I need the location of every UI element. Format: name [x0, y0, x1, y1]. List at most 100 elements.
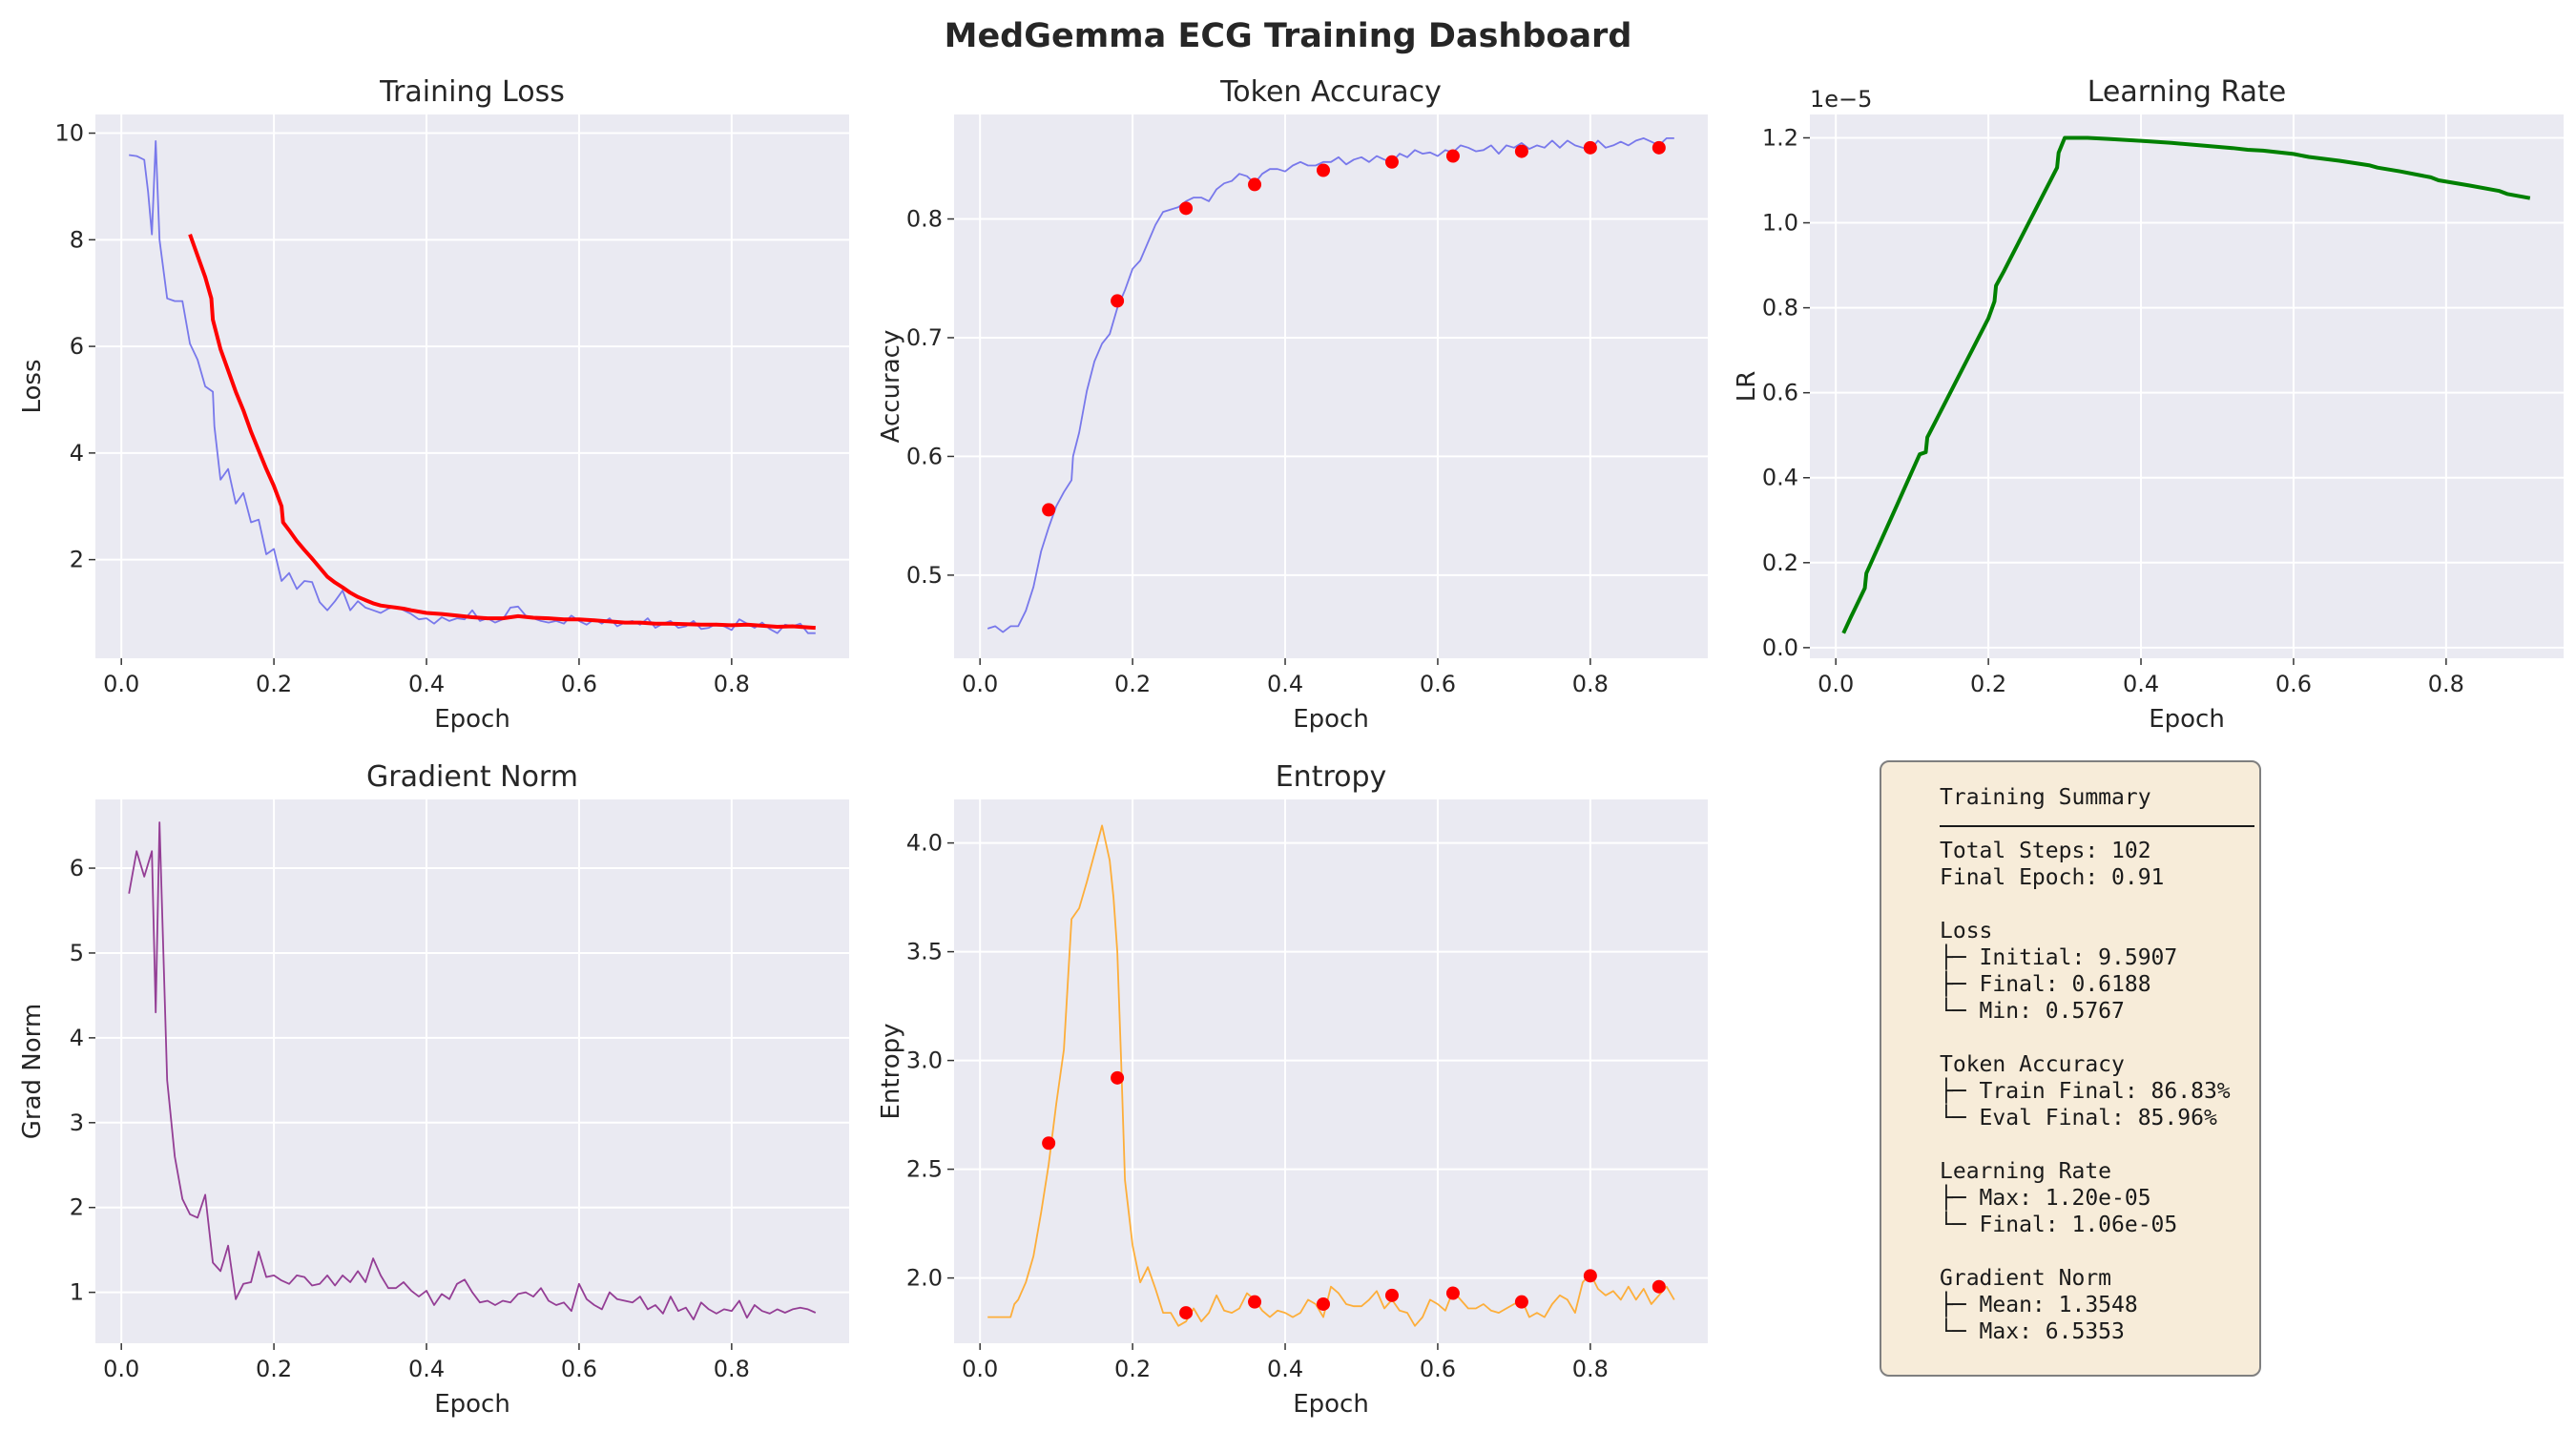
training-loss-chart: 0.0 0.2 0.4 0.6 0.8 2 4 6 8 10 Training Loss Epoch L…: [18, 75, 849, 734]
y-tick-label: 1: [70, 1279, 84, 1306]
y-axis-label: Loss: [18, 359, 47, 413]
y-tick-label: 5: [70, 940, 84, 966]
plot-area: [1810, 114, 2564, 658]
series-line: [987, 824, 1675, 1327]
series-line-smoothed: [1841, 135, 2531, 634]
x-tick-label: 0.0: [103, 1356, 139, 1382]
data-point: [1445, 1286, 1460, 1300]
chart-title: Entropy: [1276, 760, 1387, 794]
plot-area: [95, 799, 849, 1343]
token-accuracy-chart: 0.0 0.2 0.4 0.6 0.8 0.5 0.6 0.7 0.8 Token Accurac…: [877, 75, 1708, 734]
y-tick-label: 6: [70, 855, 84, 881]
gradient-norm-chart: 0.0 0.2 0.4 0.6 0.8 1 2 3 4 5 6 Gradient Norm Epoch G…: [18, 760, 849, 1419]
x-tick-label: 0.2: [1970, 671, 2006, 697]
training-summary-box: [1880, 760, 2261, 1377]
data-point: [1317, 163, 1331, 177]
x-axis-label: Epoch: [2149, 705, 2225, 734]
x-axis-label: Epoch: [1293, 705, 1369, 734]
x-tick-label: 0.2: [256, 671, 292, 697]
y-tick-label: 4.0: [906, 830, 943, 857]
entropy-chart: 0.0 0.2 0.4 0.6 0.8 2.0 2.5 3.0 3.5 4.0 Entropy Epo…: [877, 760, 1708, 1419]
learning-rate-chart: 0.0 0.2 0.4 0.6 0.8 0.0 0.2 0.4 0.6 0.8 1.0 1.2 Lear…: [1733, 75, 2564, 734]
data-point: [1111, 294, 1125, 308]
x-tick-label: 0.0: [1818, 671, 1854, 697]
y-tick-label: 3.5: [906, 939, 943, 965]
data-point: [1111, 1070, 1125, 1085]
summary-divider: [1940, 825, 2254, 827]
data-point: [1583, 1269, 1597, 1283]
x-tick-label: 0.8: [2428, 671, 2464, 697]
data-point: [1384, 1288, 1399, 1302]
x-tick-label: 0.4: [1267, 671, 1303, 697]
x-tick-label: 0.6: [1420, 671, 1456, 697]
y-axis-label: LR: [1733, 371, 1761, 403]
x-tick-label: 0.6: [561, 671, 597, 697]
y-axis-label: Accuracy: [877, 330, 905, 444]
y-tick-label: 0.7: [906, 324, 943, 351]
chart-title: Learning Rate: [2088, 75, 2287, 109]
y-tick-label: 2: [70, 1194, 84, 1221]
data-point: [1179, 201, 1194, 216]
x-tick-label: 0.4: [2123, 671, 2159, 697]
summary-body: Total Steps: 102 Final Epoch: 0.91 Loss …: [1940, 839, 2231, 1344]
series-line: [128, 821, 817, 1320]
y-tick-label: 2.0: [906, 1265, 943, 1292]
y-tick-label: 0.8: [906, 206, 943, 233]
x-axis-label: Epoch: [1293, 1390, 1369, 1419]
data-point: [1652, 1279, 1666, 1294]
training-summary-text: Training Summary Total Steps: 102 Final …: [1940, 784, 2231, 1345]
plot-area: [954, 114, 1708, 658]
plot-area: [954, 799, 1708, 1343]
series-line: [987, 137, 1674, 633]
data-point: [1652, 140, 1666, 155]
data-point: [1514, 144, 1528, 158]
x-tick-label: 0.4: [1267, 1356, 1303, 1382]
y-tick-label: 0.5: [906, 562, 943, 589]
data-point: [1042, 1136, 1056, 1151]
y-tick-label: 4: [70, 1025, 84, 1051]
data-point: [1514, 1295, 1528, 1309]
chart-title: Training Loss: [379, 75, 565, 109]
y-tick-label: 10: [54, 120, 84, 147]
y-axis-label: Entropy: [877, 1023, 905, 1119]
y-tick-label: 0.4: [1762, 465, 1798, 491]
x-tick-label: 0.0: [962, 1356, 998, 1382]
y-tick-label: 8: [70, 226, 84, 253]
y-tick-label: 0.8: [1762, 295, 1798, 321]
y-tick-label: 0.6: [1762, 380, 1798, 406]
dashboard-title: MedGemma ECG Training Dashboard: [944, 17, 1632, 55]
x-tick-label: 0.4: [408, 671, 445, 697]
x-axis-label: Epoch: [434, 705, 510, 734]
data-point: [1248, 1295, 1262, 1309]
chart-title: Gradient Norm: [366, 760, 578, 794]
data-point: [1179, 1306, 1194, 1320]
x-tick-label: 0.6: [1420, 1356, 1456, 1382]
x-tick-label: 0.6: [2275, 671, 2312, 697]
x-tick-label: 0.8: [714, 1356, 750, 1382]
data-point: [1248, 177, 1262, 192]
x-tick-label: 0.0: [962, 671, 998, 697]
x-tick-label: 0.8: [1572, 1356, 1609, 1382]
x-tick-label: 0.2: [1114, 1356, 1151, 1382]
y-tick-label: 3: [70, 1110, 84, 1136]
y-tick-label: 0.0: [1762, 634, 1798, 661]
data-point: [1445, 149, 1460, 163]
y-tick-label: 0.6: [906, 443, 943, 469]
y-tick-label: 3.0: [906, 1047, 943, 1074]
data-point: [1317, 1296, 1331, 1311]
y-tick-label: 0.2: [1762, 550, 1798, 576]
chart-title: Token Accuracy: [1219, 75, 1442, 109]
x-tick-label: 0.8: [1572, 671, 1609, 697]
y-tick-label: 2.5: [906, 1156, 943, 1183]
x-tick-label: 0.2: [256, 1356, 292, 1382]
x-tick-label: 0.6: [561, 1356, 597, 1382]
x-tick-label: 0.2: [1114, 671, 1151, 697]
data-point: [1384, 155, 1399, 169]
data-point: [1583, 140, 1597, 155]
y-tick-label: 6: [70, 333, 84, 360]
series-line-smoothed: [188, 234, 816, 631]
x-tick-label: 0.4: [408, 1356, 445, 1382]
data-point: [1042, 503, 1056, 517]
x-tick-label: 0.0: [103, 671, 139, 697]
summary-title: Training Summary: [1940, 785, 2151, 810]
